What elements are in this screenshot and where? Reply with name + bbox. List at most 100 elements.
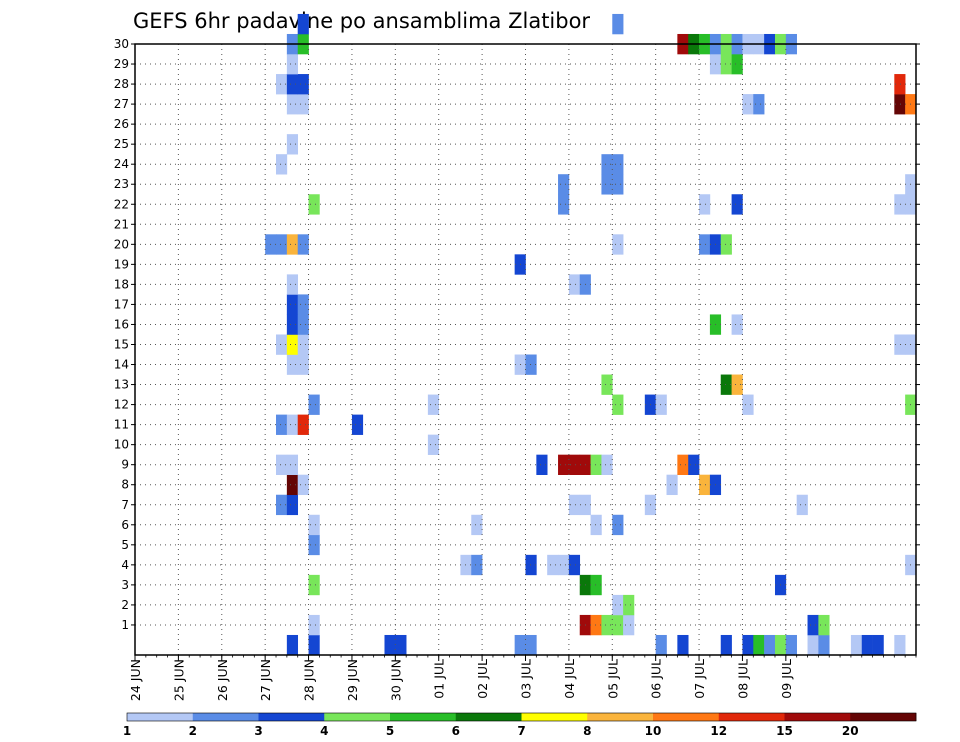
heatmap-cell	[720, 234, 732, 255]
heatmap-cell	[286, 134, 299, 155]
heatmap-cell	[568, 554, 581, 576]
y-tick-label: 28	[114, 77, 129, 91]
y-tick-label: 20	[114, 237, 129, 251]
heatmap-cell	[525, 554, 537, 576]
heatmap-cell	[677, 454, 689, 475]
color-legend: 1 2 3 4 5 6 7 8 10 12 15 20	[123, 712, 917, 738]
heatmap-cell	[612, 234, 624, 255]
heatmap-cell	[286, 74, 299, 95]
heatmap-cell	[308, 194, 320, 215]
x-tick-label: 07 JUL	[692, 659, 707, 699]
heatmap-cell	[612, 614, 624, 636]
heatmap-cell	[699, 234, 711, 255]
heatmap-cell	[612, 594, 624, 616]
heatmap-cell	[894, 94, 906, 115]
x-tick-label: 06 JUL	[649, 659, 664, 699]
heatmap-cell	[514, 634, 526, 656]
heatmap-cell	[286, 354, 299, 375]
heatmap-cells	[265, 13, 917, 656]
legend-label: 20	[842, 724, 859, 738]
y-tick-label: 30	[114, 37, 129, 51]
y-tick-label: 1	[121, 618, 129, 632]
heatmap-cell	[286, 494, 299, 516]
x-tick-label: 27 JUN	[258, 659, 273, 701]
heatmap-cell	[601, 174, 613, 195]
legend-label: 2	[189, 724, 197, 738]
heatmap-cell	[807, 634, 819, 656]
y-tick-label: 7	[121, 498, 129, 512]
legend-swatch	[718, 713, 785, 721]
y-tick-label: 4	[121, 558, 129, 572]
heatmap-cell	[818, 634, 830, 656]
heatmap-cell	[753, 634, 765, 656]
heatmap-cell	[276, 334, 288, 355]
y-tick-label: 14	[114, 358, 129, 372]
legend-label: 15	[776, 724, 793, 738]
heatmap-cell	[286, 454, 299, 475]
heatmap-cell	[601, 154, 613, 175]
legend-swatch	[390, 713, 457, 721]
y-tick-label: 21	[114, 217, 129, 231]
x-tick-label: 04 JUL	[562, 659, 577, 699]
x-tick-label: 30 JUN	[388, 659, 403, 701]
legend-swatch	[653, 713, 720, 721]
heatmap-cell	[872, 634, 884, 656]
heatmap-cell	[850, 634, 863, 656]
heatmap-cell	[286, 414, 299, 435]
heatmap-cell	[623, 614, 635, 636]
heatmap-cell	[601, 454, 613, 475]
heatmap-cell	[785, 634, 797, 656]
heatmap-cell	[699, 194, 711, 215]
y-tick-label: 15	[114, 337, 129, 351]
heatmap-cell	[547, 554, 559, 576]
heatmap-cell	[297, 234, 309, 255]
heatmap-cell	[471, 554, 483, 576]
heatmap-cell	[525, 634, 537, 656]
heatmap-cell	[677, 634, 689, 656]
heatmap-cell	[894, 634, 906, 656]
legend-swatch	[192, 713, 259, 721]
heatmap-cell	[276, 234, 288, 255]
y-tick-label: 24	[114, 157, 129, 171]
heatmap-cell	[276, 494, 288, 516]
legend-label: 4	[320, 724, 328, 738]
heatmap-cell	[308, 534, 320, 556]
heatmap-cell	[612, 514, 624, 536]
legend-swatch	[521, 713, 588, 721]
heatmap-cell	[276, 74, 288, 95]
heatmap-cell	[590, 574, 602, 596]
heatmap-cell	[471, 514, 483, 536]
heatmap-cell	[753, 94, 765, 115]
heatmap-cell	[286, 274, 299, 295]
heatmap-cell	[731, 54, 743, 75]
heatmap-cell	[525, 354, 537, 375]
y-tick-label: 2	[121, 598, 129, 612]
heatmap-cell	[774, 634, 787, 656]
x-tick-label: 24 JUN	[128, 659, 143, 701]
y-tick-label: 19	[114, 257, 129, 271]
heatmap-cell	[731, 374, 743, 395]
chart-title: GEFS 6hr padavine po ansamblima Zlatibor	[133, 9, 590, 33]
heatmap-cell	[297, 474, 309, 496]
heatmap-cell	[666, 474, 678, 496]
heatmap-cell	[297, 294, 309, 315]
y-tick-label: 22	[114, 197, 129, 211]
heatmap-cell	[427, 434, 440, 455]
heatmap-cell	[427, 394, 440, 415]
heatmap-cell	[731, 314, 743, 335]
y-tick-label: 6	[121, 518, 129, 532]
y-tick-label: 17	[114, 297, 129, 311]
heatmap-cell	[731, 194, 743, 215]
legend-swatch	[587, 713, 654, 721]
axes: 1234567891011121314151617181920212223242…	[114, 37, 920, 701]
heatmap-cell	[297, 354, 309, 375]
heatmap-cell	[286, 294, 299, 315]
heatmap-cell	[297, 334, 309, 355]
heatmap-cell	[276, 454, 288, 475]
heatmap-cell	[286, 474, 299, 496]
y-tick-label: 5	[121, 538, 129, 552]
heatmap-cell	[308, 394, 320, 415]
heatmap-cell	[558, 194, 570, 215]
heatmap-cell	[558, 174, 570, 195]
x-tick-label: 02 JUL	[475, 659, 490, 699]
